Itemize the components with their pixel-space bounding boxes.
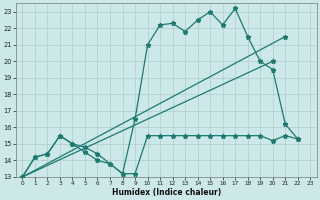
X-axis label: Humidex (Indice chaleur): Humidex (Indice chaleur): [112, 188, 221, 197]
